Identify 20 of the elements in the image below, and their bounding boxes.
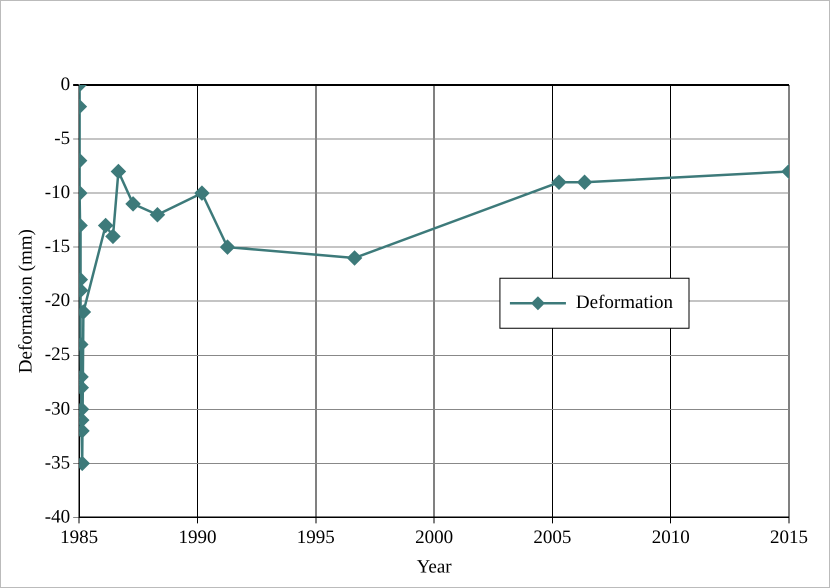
legend-label: Deformation: [576, 292, 674, 314]
y-tick-label: -40: [44, 506, 70, 528]
x-tick-label: 1985: [60, 526, 98, 548]
y-tick-label: -15: [44, 236, 70, 258]
x-axis-title: Year: [416, 556, 452, 578]
y-tick-label: -35: [44, 452, 70, 474]
y-tick-label: -5: [54, 128, 70, 150]
y-tick-label: -30: [44, 398, 70, 420]
x-tick-label: 2015: [770, 526, 808, 548]
x-tick-label: 2010: [652, 526, 690, 548]
y-tick-label: 0: [60, 74, 70, 95]
y-tick-label: -10: [44, 182, 70, 204]
point: [79, 304, 91, 320]
x-tick-label: 2000: [415, 526, 454, 548]
y-tick-label: -20: [44, 290, 70, 312]
x-tick-label: 1990: [178, 526, 216, 548]
x-tick-label: 2005: [533, 526, 572, 548]
y-axis-title: Deformation (mm): [15, 229, 36, 374]
x-tick-label: 1995: [296, 526, 335, 548]
y-tick-label: -25: [44, 344, 70, 366]
